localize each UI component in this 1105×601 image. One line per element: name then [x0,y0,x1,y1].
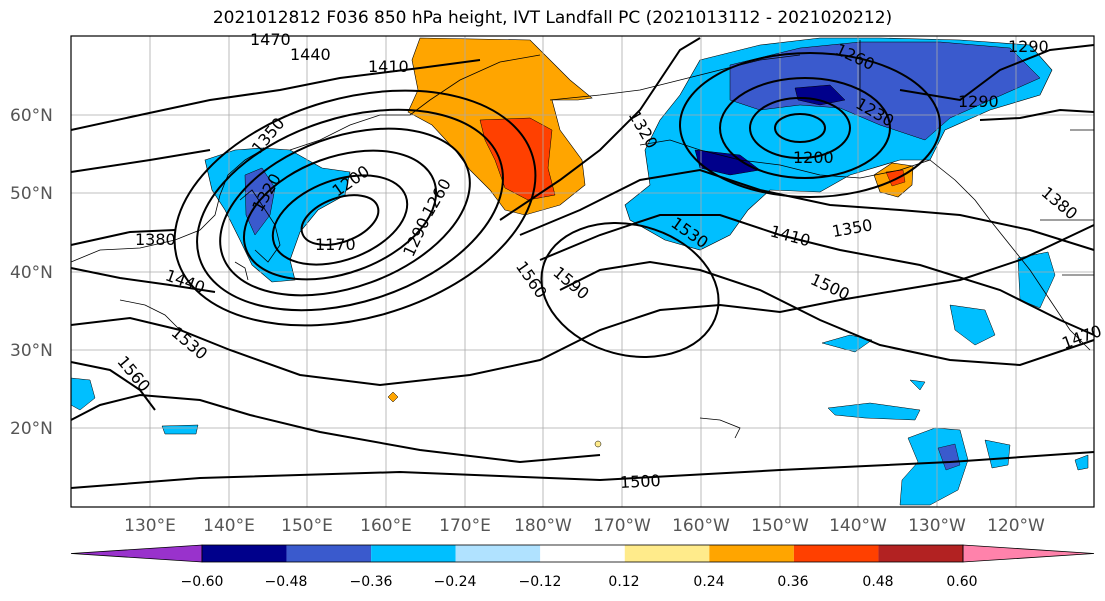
colorbar-tick: −0.12 [519,574,562,590]
colorbar-swatch [286,545,372,562]
lon-label: 130°E [124,516,176,536]
colorbar-tick: 0.48 [862,574,893,590]
ivt-negative-patch [161,424,199,435]
lon-label: 160°E [360,516,412,536]
lat-label: 30°N [10,341,53,361]
coastlines [70,40,1094,439]
contour-label: 1440 [290,45,331,64]
contour-label: 1170 [315,235,356,254]
ivt-shading [70,37,1089,506]
ivt-negative-patch [1074,454,1089,471]
contour-label: 1290 [958,92,999,111]
colorbar: −0.60 −0.48 −0.36 −0.24 −0.12 0.12 0.24 … [70,544,1095,590]
ivt-negative-patch [949,304,996,346]
lon-label: 140°W [829,516,887,536]
map-frame [70,35,1095,508]
colorbar-tick: −0.48 [265,574,308,590]
colorbar-swatch [202,545,287,562]
colorbar-ticks: −0.60 −0.48 −0.36 −0.24 −0.12 0.12 0.24 … [181,574,978,590]
colorbar-frame [201,544,964,563]
ivt-negative-patch [827,402,921,421]
colorbar-swatch [455,545,541,562]
colorbar-tick: −0.60 [181,574,224,590]
contour-label: 1410 [368,57,409,76]
colorbar-tick: 0.36 [777,574,808,590]
lon-label: 150°W [751,516,809,536]
ivt-negative-east-mid [729,41,1041,141]
contour-label: 1500 [620,471,662,492]
contour-label: 1470 [250,30,291,49]
colorbar-tick: 0.12 [608,574,639,590]
colorbar-tick: −0.24 [434,574,477,590]
ivt-negative-west [204,147,351,283]
colorbar-extend-high [962,544,1095,563]
colorbar-swatches [70,544,1095,563]
colorbar-tick: −0.36 [350,574,393,590]
map-panel: 1470 1440 1410 1350 1320 1200 1260 1290 … [70,30,1104,508]
colorbar-swatch [793,545,879,562]
contour-label: 1200 [793,148,834,167]
colorbar-swatch [371,545,456,562]
ivt-positive-dot [387,391,399,403]
lon-label: 170°E [439,516,491,536]
colorbar-swatch [878,545,963,562]
colorbar-swatch [709,545,794,562]
ivt-positive-dot [594,440,602,448]
latitude-labels: 60°N 50°N 40°N 30°N 20°N [10,106,53,439]
colorbar-swatch [540,545,625,562]
map-title: 2021012812 F036 850 hPa height, IVT Land… [212,8,893,28]
lat-label: 60°N [10,106,53,126]
colorbar-tick: 0.60 [946,574,977,590]
lon-label: 170°W [593,516,651,536]
lat-label: 20°N [10,419,53,439]
lon-label: 160°W [672,516,730,536]
lon-label: 120°W [987,516,1045,536]
lon-label: 140°E [203,516,255,536]
colorbar-swatch [624,545,710,562]
contour-label: 1380 [135,230,176,249]
lon-label: 150°E [281,516,333,536]
lon-label: 130°W [908,516,966,536]
lon-label: 180°W [514,516,572,536]
ivt-negative-patch [909,379,926,391]
contour-label: 1290 [1008,37,1049,56]
height-contours [70,37,1095,489]
colorbar-tick: 0.24 [693,574,724,590]
ivt-negative-patch [821,334,873,353]
lat-label: 50°N [10,184,53,204]
longitude-labels: 130°E 140°E 150°E 160°E 170°E 180°W 170°… [124,516,1045,536]
colorbar-extend-low [70,544,203,563]
lat-label: 40°N [10,263,53,283]
